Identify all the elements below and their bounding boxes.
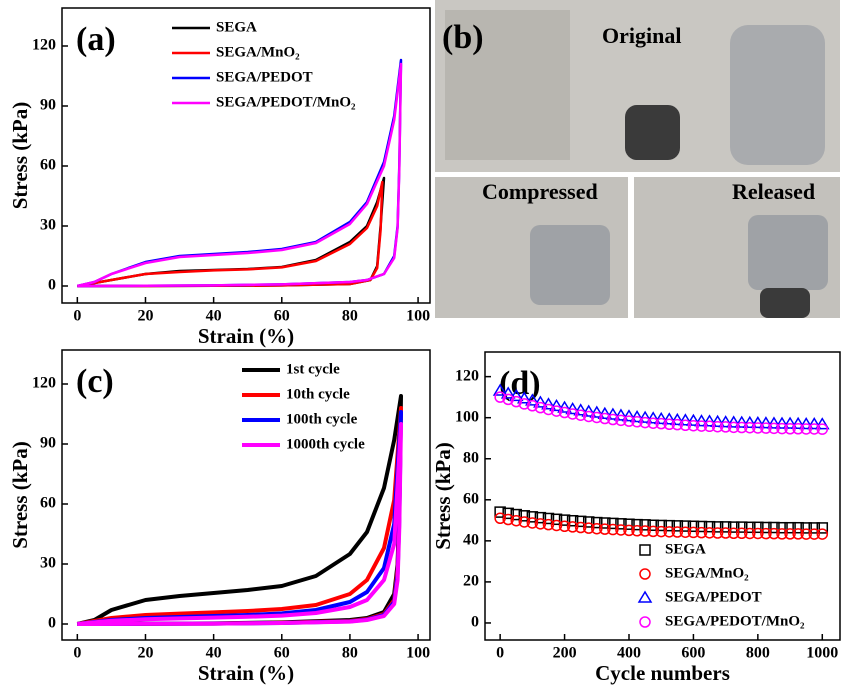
marker	[639, 592, 651, 602]
sample	[625, 105, 680, 160]
x-tick-label: 200	[553, 645, 577, 662]
x-tick-label: 600	[681, 645, 705, 662]
x-tick-label: 400	[617, 645, 641, 662]
panel-label: (b)	[442, 19, 484, 56]
y-tick-label: 20	[463, 573, 479, 590]
legend-label: SEGA/PEDOT	[216, 69, 313, 85]
legend-label: 10th cycle	[286, 386, 350, 402]
y-tick-label: 60	[40, 157, 56, 174]
marker	[640, 545, 650, 555]
x-tick-label: 100	[406, 308, 430, 325]
x-tick-label: 20	[137, 645, 153, 662]
marker	[640, 569, 650, 579]
y-tick-label: 0	[48, 615, 56, 632]
x-tick-label: 0	[73, 645, 81, 662]
x-tick-label: 20	[137, 308, 153, 325]
photo-caption: Compressed	[482, 179, 598, 204]
legend-label: 1st cycle	[286, 361, 340, 377]
x-tick-label: 0	[73, 308, 81, 325]
x-tick-label: 60	[274, 645, 290, 662]
panel-label: (c)	[76, 363, 114, 400]
x-tick-label: 40	[206, 645, 222, 662]
weight	[748, 215, 828, 290]
x-tick-label: 40	[206, 308, 222, 325]
photo-caption: Original	[602, 23, 681, 48]
x-tick-label: 1000	[806, 645, 838, 662]
y-tick-label: 0	[471, 614, 479, 631]
y-tick-label: 120	[32, 37, 56, 54]
y-tick-label: 0	[48, 277, 56, 294]
y-axis-title: Stress (kPa)	[431, 442, 455, 550]
y-tick-label: 80	[463, 449, 479, 466]
photo-caption: Released	[732, 179, 815, 204]
figure: (b) Original Compressed Released 0 20 40 60…	[0, 0, 844, 688]
weight	[530, 225, 610, 305]
legend-label: 100th cycle	[286, 411, 358, 427]
legend-label: SEGA	[216, 19, 257, 35]
legend-label: 1000th cycle	[286, 436, 365, 452]
weight	[730, 25, 825, 165]
y-tick-label: 40	[463, 532, 479, 549]
x-axis-title: Strain (%)	[198, 661, 294, 685]
legend-label: SEGA/MnO₂	[665, 565, 749, 581]
photo-panel: (b) Original Compressed Released	[435, 0, 840, 318]
y-tick-label: 60	[40, 495, 56, 512]
legend-label: SEGA	[665, 541, 706, 557]
legend-label: SEGA/MnO₂	[216, 44, 300, 60]
legend-label: SEGA/PEDOT	[665, 589, 762, 605]
y-tick-label: 100	[455, 408, 479, 425]
x-axis-title: Strain (%)	[198, 324, 294, 348]
y-tick-label: 120	[32, 375, 56, 392]
x-tick-label: 60	[274, 308, 290, 325]
sample	[760, 288, 810, 318]
y-tick-label: 60	[463, 490, 479, 507]
legend-label: SEGA/PEDOT/MnO₂	[665, 613, 805, 629]
panel-label: (a)	[76, 21, 116, 58]
y-axis-title: Stress (kPa)	[8, 102, 32, 210]
x-tick-label: 0	[496, 645, 504, 662]
y-tick-label: 120	[455, 367, 479, 384]
marker	[640, 617, 650, 627]
x-tick-label: 100	[406, 645, 430, 662]
x-tick-label: 800	[746, 645, 770, 662]
y-tick-label: 30	[40, 555, 56, 572]
y-tick-label: 30	[40, 217, 56, 234]
y-tick-label: 90	[40, 97, 56, 114]
legend-label: SEGA/PEDOT/MnO₂	[216, 94, 356, 110]
x-tick-label: 80	[342, 308, 358, 325]
y-axis-title: Stress (kPa)	[8, 441, 32, 549]
x-axis-title: Cycle numbers	[595, 661, 730, 685]
y-tick-label: 90	[40, 435, 56, 452]
x-tick-label: 80	[342, 645, 358, 662]
